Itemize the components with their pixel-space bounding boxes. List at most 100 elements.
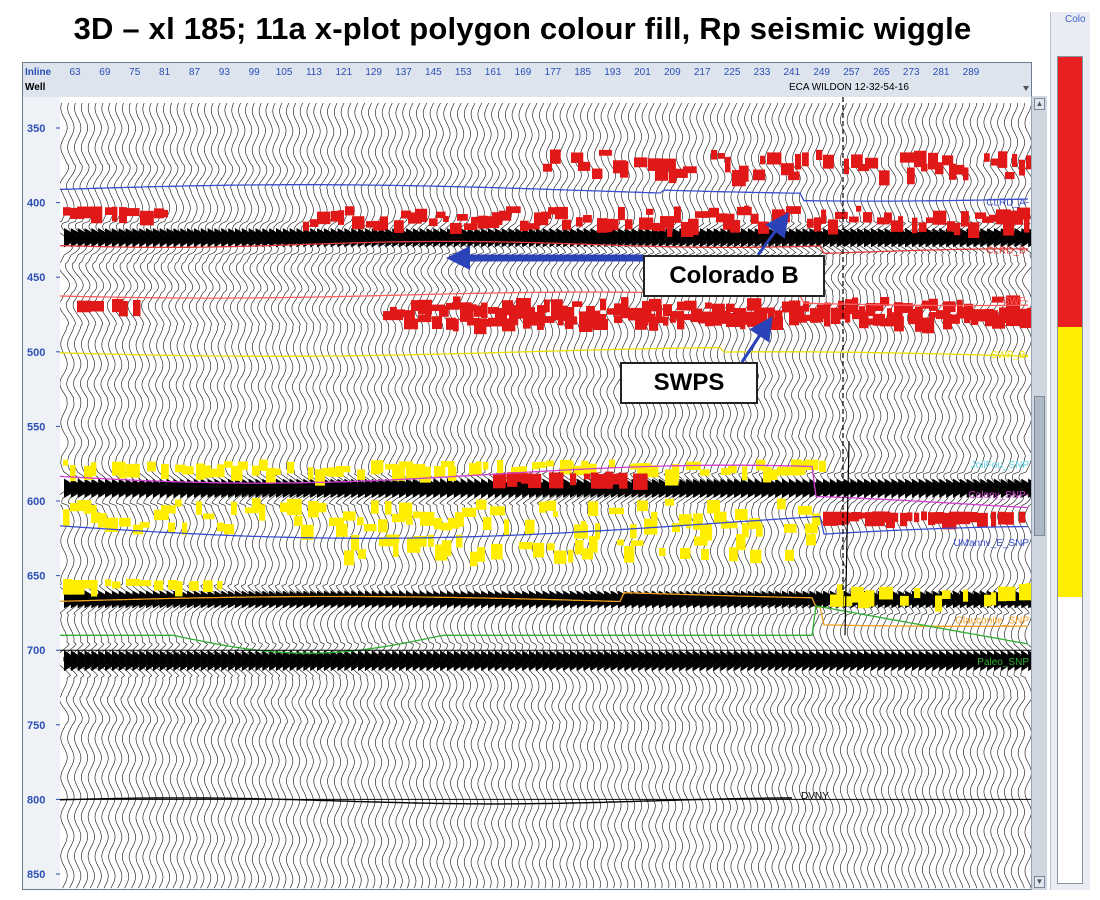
red-fill-swps-lower	[740, 313, 746, 330]
red-fill-colorado	[877, 217, 890, 225]
yellow-fill-mid	[462, 507, 477, 517]
red-fill-swps-lower	[418, 314, 432, 323]
wiggle-fill	[187, 590, 198, 609]
red-fill-upper	[851, 154, 863, 168]
wiggle-fill	[542, 650, 554, 672]
wiggle-fill	[460, 227, 472, 248]
wiggle-fill	[645, 650, 657, 672]
wiggle-fill	[91, 478, 103, 499]
red-fill-swps	[677, 301, 691, 311]
red-fill-upper	[991, 158, 1005, 166]
red-fill-swps-lower	[516, 308, 528, 319]
yellow-fill-mid	[252, 498, 261, 512]
seismic-section[interactable]: CLRD_A- CLRD_B- SWP- SWP_B- JoliFou_SNP Colon…	[23, 63, 1032, 890]
red-fill-colorado	[639, 217, 654, 230]
wiggle-fill	[419, 650, 431, 672]
wiggle-trace	[81, 103, 101, 889]
wiggle-fill	[809, 227, 821, 248]
horizon-clrd_a	[59, 184, 1029, 202]
yellow-fill-mid	[406, 518, 413, 525]
horizon-label-glauconite: Glauconite_SNP	[955, 615, 1029, 626]
wiggle-fill	[262, 590, 274, 609]
seismic-viewer[interactable]: CLRD_A- CLRD_B- SWP- SWP_B- JoliFou_SNP Colon…	[22, 62, 1032, 890]
yellow-fill-low	[631, 540, 644, 547]
yellow-fill-upper	[476, 461, 482, 475]
yellow-fill-upper	[798, 460, 806, 475]
wiggle-fill	[378, 590, 390, 609]
wiggle-fill	[159, 227, 171, 248]
red-fill-colorado	[450, 222, 462, 234]
red-fill-swps-lower	[642, 313, 656, 323]
wiggle-fill	[433, 227, 445, 248]
vertical-scrollbar[interactable]: ▲ ▼	[1031, 96, 1047, 890]
red-fill-swps	[670, 311, 685, 319]
red-fill-colorado	[527, 223, 540, 230]
red-fill-colorado	[968, 222, 980, 239]
scroll-up-icon[interactable]: ▲	[1034, 98, 1045, 110]
red-fill-colorado	[366, 221, 379, 228]
red-fill-colorado	[492, 212, 503, 226]
wiggle-trace	[143, 103, 163, 889]
wiggle-fill	[303, 478, 315, 499]
wiggle-fill	[563, 478, 574, 499]
red-fill-swps	[656, 304, 663, 318]
wiggle-fill	[693, 478, 704, 499]
wiggle-fill	[932, 478, 944, 499]
wiggle-fill	[727, 227, 739, 248]
wiggle-fill	[405, 478, 417, 499]
wiggle-fill	[446, 590, 458, 609]
wiggle-fill	[125, 227, 137, 248]
yellow-fill-upper	[546, 460, 554, 467]
red-fill-upper	[718, 153, 725, 159]
wiggle-fill	[494, 590, 506, 609]
red-fill-swps-lower	[824, 309, 831, 327]
wiggle-fill	[604, 650, 616, 672]
scroll-down-icon[interactable]: ▼	[1034, 876, 1045, 888]
wiggle-trace	[61, 103, 81, 889]
wiggle-fill	[440, 650, 451, 672]
wiggle-fill	[330, 227, 342, 248]
wiggle-fill	[686, 478, 698, 499]
wiggle-fill	[734, 478, 745, 499]
red-fill-colorado	[604, 218, 613, 233]
red-fill-colorado	[303, 221, 310, 231]
red-fill-colorado	[856, 205, 862, 212]
red-fill-colorado	[835, 211, 848, 219]
red-fill-swps-lower	[768, 317, 780, 331]
wiggle-fill	[385, 650, 397, 672]
wiggle-fill	[788, 478, 800, 499]
red-fill-swps-lower	[432, 316, 443, 330]
red-fill-colony	[570, 473, 577, 486]
red-fill-upper	[935, 162, 944, 175]
red-fill-upper	[795, 153, 802, 170]
wiggle-fill	[747, 478, 759, 499]
red-fill-swps-lower	[789, 314, 800, 326]
wiggle-fill	[768, 478, 780, 499]
yellow-fill-mid	[721, 520, 729, 529]
wiggle-fill	[1000, 478, 1012, 499]
yellow-fill-upper	[63, 459, 69, 466]
yellow-fill-mid	[504, 519, 510, 536]
yellow-fill-upper	[609, 459, 616, 468]
wiggle-fill	[905, 227, 916, 248]
red-fill-swps-lower	[950, 314, 960, 324]
red-fill-right	[865, 512, 877, 527]
wiggle-fill	[624, 590, 636, 609]
scrollbar-thumb[interactable]	[1034, 396, 1045, 536]
yellow-fill-mid	[378, 519, 388, 533]
wiggle-fill	[754, 650, 766, 672]
wiggle-fill	[652, 590, 663, 609]
wiggle-fill	[973, 590, 985, 609]
wiggle-fill	[282, 227, 294, 248]
wiggle-fill	[344, 650, 356, 672]
header-bar	[23, 63, 1031, 97]
yellow-fill-low	[351, 534, 360, 551]
wiggle-fill	[980, 650, 992, 672]
red-fill-colorado	[653, 222, 666, 232]
inline-tick-label: 129	[365, 67, 382, 78]
red-fill-right	[1005, 512, 1014, 525]
wiggle-fill	[214, 227, 226, 248]
yellow-fill-mid	[777, 498, 786, 510]
yellow-fill-mid	[742, 522, 749, 538]
red-fill-swps-lower	[957, 307, 965, 319]
